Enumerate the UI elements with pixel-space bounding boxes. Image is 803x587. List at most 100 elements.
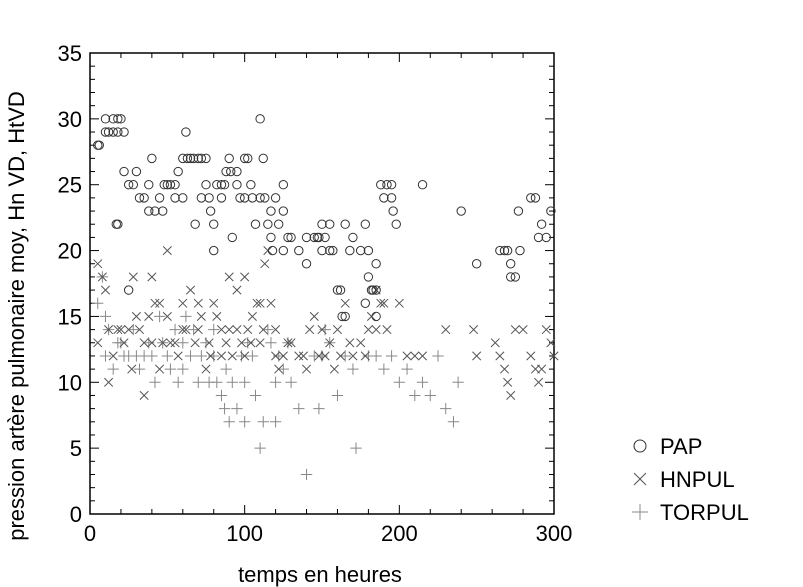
data-point-hnpul xyxy=(147,338,157,348)
data-point-hnpul xyxy=(340,298,350,308)
data-point-pap xyxy=(134,193,145,203)
data-point-torpul xyxy=(231,402,243,415)
data-point-torpul xyxy=(192,376,204,388)
data-point-hnpul xyxy=(379,298,389,308)
data-point-torpul xyxy=(107,363,119,375)
y-axis-ticks: 0 5 10 15 20 25 30 35 xyxy=(58,41,554,527)
data-point-hnpul xyxy=(104,325,114,335)
data-point-torpul xyxy=(285,376,297,388)
data-point-hnpul xyxy=(119,338,129,348)
data-point-torpul xyxy=(226,376,238,388)
data-point-hnpul xyxy=(173,351,183,361)
data-point-torpul xyxy=(347,363,359,375)
data-point-torpul xyxy=(184,350,197,362)
data-point-hnpul xyxy=(193,298,203,308)
data-point-pap xyxy=(235,193,245,203)
data-point-hnpul xyxy=(510,325,520,335)
data-point-hnpul xyxy=(376,298,386,308)
data-point-pap xyxy=(255,114,265,124)
data-point-torpul xyxy=(220,363,232,375)
data-point-hnpul xyxy=(271,325,281,335)
data-point-torpul xyxy=(161,350,174,362)
data-point-torpul xyxy=(300,468,313,481)
data-point-pap xyxy=(123,285,134,295)
data-point-pap xyxy=(139,193,149,203)
data-point-pap xyxy=(239,153,250,164)
data-point-pap xyxy=(165,180,176,190)
data-point-pap xyxy=(391,219,401,229)
data-point-pap xyxy=(267,245,278,256)
data-point-hnpul xyxy=(283,338,293,348)
data-point-pap xyxy=(317,245,327,256)
data-point-hnpul xyxy=(193,325,203,335)
data-point-torpul xyxy=(195,350,208,362)
x-tick-label: 300 xyxy=(536,521,573,546)
data-point-pap xyxy=(360,298,371,308)
x-tick-label: 0 xyxy=(84,521,96,546)
data-point-pap xyxy=(113,127,123,137)
data-point-pap xyxy=(379,193,389,203)
data-point-torpul xyxy=(378,363,390,375)
data-point-hnpul xyxy=(93,259,103,269)
data-point-hnpul xyxy=(116,325,126,335)
data-point-torpul xyxy=(172,376,184,388)
data-point-hnpul xyxy=(155,298,165,308)
data-point-pap xyxy=(157,206,168,216)
data-point-torpul xyxy=(432,350,444,362)
data-point-hnpul xyxy=(255,298,265,308)
data-point-hnpul xyxy=(490,338,500,348)
data-point-torpul xyxy=(370,350,382,362)
data-point-hnpul xyxy=(472,351,482,361)
data-point-hnpul xyxy=(345,338,355,348)
data-point-torpul xyxy=(257,416,269,428)
data-point-torpul xyxy=(127,323,139,336)
legend: PAP HNPUL TORPUL xyxy=(631,434,749,525)
data-point-torpul xyxy=(254,442,266,454)
data-point-pap xyxy=(159,180,169,190)
legend-marker-torpul xyxy=(631,503,649,521)
data-point-torpul xyxy=(331,389,344,402)
data-point-hnpul xyxy=(410,351,420,361)
data-point-pap xyxy=(294,245,304,256)
data-point-hnpul xyxy=(232,285,242,295)
data-point-pap xyxy=(360,219,371,229)
data-point-pap xyxy=(178,153,188,164)
data-point-hnpul xyxy=(518,325,528,335)
y-tick-label: 15 xyxy=(58,304,82,329)
data-point-torpul xyxy=(393,376,406,388)
data-point-pap xyxy=(510,272,521,282)
data-point-hnpul xyxy=(317,325,327,335)
data-point-pap xyxy=(116,114,126,124)
data-point-torpul xyxy=(208,323,220,336)
data-point-torpul xyxy=(215,389,228,402)
data-point-torpul xyxy=(92,297,104,309)
data-point-torpul xyxy=(265,337,277,349)
data-point-torpul xyxy=(153,310,166,323)
data-point-torpul xyxy=(99,350,112,362)
y-tick-label: 10 xyxy=(58,370,82,395)
data-point-pap xyxy=(185,153,196,164)
y-tick-label: 20 xyxy=(58,239,82,264)
data-point-pap xyxy=(301,259,312,269)
x-axis-label: temps en heures xyxy=(238,562,402,587)
data-point-pap xyxy=(224,153,234,164)
data-point-pap xyxy=(363,245,374,256)
data-point-pap xyxy=(278,206,289,216)
data-point-hnpul xyxy=(100,285,111,295)
data-point-torpul xyxy=(409,389,421,402)
data-point-pap xyxy=(108,127,118,137)
data-point-hnpul xyxy=(506,390,516,401)
data-point-hnpul xyxy=(278,351,288,361)
data-point-pap xyxy=(317,219,327,229)
data-point-torpul xyxy=(238,376,251,388)
data-point-hnpul xyxy=(246,338,256,348)
data-point-pap xyxy=(325,245,335,256)
data-point-torpul xyxy=(440,402,452,415)
data-point-hnpul xyxy=(93,338,103,348)
data-point-pap xyxy=(182,153,193,164)
y-axis-label: pression artère pulmonaire moy, Hn VD, H… xyxy=(4,91,29,541)
data-point-hnpul xyxy=(237,338,247,348)
data-point-pap xyxy=(515,245,525,256)
data-point-hnpul xyxy=(190,338,200,348)
